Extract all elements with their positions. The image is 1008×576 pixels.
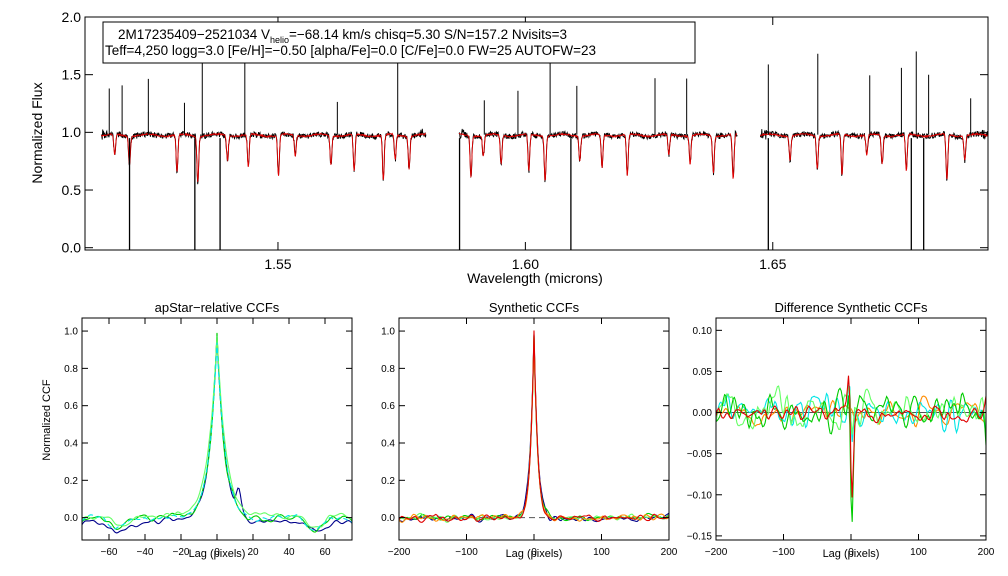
info-box-line2: Teff=4,250 logg=3.0 [Fe/H]=−0.50 [alpha/… bbox=[105, 43, 596, 58]
difference-ccf-title: Difference Synthetic CCFs bbox=[775, 300, 928, 315]
apstar-ccf-ytick-label: 0.6 bbox=[64, 401, 78, 412]
apstar-ccf-ytick-label: 0.0 bbox=[64, 513, 78, 524]
spectrum-frame bbox=[84, 16, 989, 251]
spectrum-ytick-label: 0.0 bbox=[62, 240, 82, 256]
apstar-ccf-series-line bbox=[82, 342, 352, 531]
apstar-ccf-ytick-label: 0.2 bbox=[64, 476, 78, 487]
difference-ccf-xtick-label: 100 bbox=[910, 547, 927, 558]
spectrum-info-box: 2M17235409−2521034 Vhelio=−68.14 km/s ch… bbox=[102, 21, 696, 64]
apstar-ccf-ylabel: Normalized CCF bbox=[41, 379, 53, 461]
difference-ccf-xtick-label: 0 bbox=[848, 547, 854, 558]
synthetic-ccf-ytick-label: 1.0 bbox=[381, 327, 395, 338]
synthetic-ccf-ytick-label: 0.2 bbox=[381, 476, 395, 487]
model-spectrum-line bbox=[458, 132, 738, 181]
difference-ccf-ytick-label: 0.00 bbox=[693, 408, 713, 419]
apstar-ccf-xtick-label: −20 bbox=[173, 547, 190, 558]
apstar-ccf-ytick-label: 0.4 bbox=[64, 438, 78, 449]
apstar-ccf-xtick-label: −60 bbox=[101, 547, 118, 558]
spectrum-ytick-label: 1.5 bbox=[62, 67, 82, 83]
difference-ccf-xlabel: Lag (pixels) bbox=[823, 548, 880, 560]
model-spectrum-line bbox=[759, 132, 988, 180]
apstar-ccf-lines bbox=[82, 332, 352, 534]
difference-ccf-panel: Difference Synthetic CCFs −200 −100 0 100 20… bbox=[687, 300, 995, 560]
difference-ccf-xtick-label: −200 bbox=[705, 547, 728, 558]
info-box-line1: 2M17235409−2521034 Vhelio=−68.14 km/s ch… bbox=[118, 27, 567, 45]
info-box-frame bbox=[102, 21, 696, 64]
difference-ccf-ticks: −200 −100 0 100 200 −0.15 −0.10 −0.05 0.00 0.05 0.… bbox=[687, 318, 995, 558]
synthetic-ccf-frame bbox=[398, 317, 670, 541]
spectrum-xlabel: Wavelength (microns) bbox=[467, 270, 603, 286]
spectrum-ytick-label: 0.5 bbox=[62, 182, 82, 198]
difference-ccf-series-line bbox=[716, 387, 986, 522]
difference-ccf-xtick-label: 200 bbox=[978, 547, 995, 558]
apstar-ccf-panel: apStar−relative CCFs −60 −40 −20 0 20 40 60 0.0… bbox=[41, 300, 353, 560]
difference-ccf-xtick-label: −100 bbox=[772, 547, 795, 558]
apstar-ccf-title: apStar−relative CCFs bbox=[155, 300, 280, 315]
synthetic-ccf-xtick-label: −200 bbox=[388, 547, 411, 558]
apstar-ccf-frame bbox=[81, 317, 353, 541]
synthetic-ccf-xtick-label: −100 bbox=[455, 547, 478, 558]
difference-ccf-ytick-label: −0.15 bbox=[687, 531, 713, 542]
spectrum-ylabel: Normalized Flux bbox=[29, 82, 45, 183]
synthetic-ccf-xtick-label: 200 bbox=[661, 547, 678, 558]
synthetic-ccf-panel: Synthetic CCFs −200 −100 0 100 200 0.0 0.2 0.4 0… bbox=[381, 300, 678, 560]
difference-ccf-frame bbox=[715, 317, 987, 541]
synthetic-ccf-ytick-label: 0.8 bbox=[381, 364, 395, 375]
difference-ccf-ytick-label: 0.05 bbox=[693, 367, 713, 378]
difference-ccf-series-line bbox=[716, 375, 986, 498]
apstar-ccf-xtick-label: 20 bbox=[247, 547, 259, 558]
synthetic-ccf-ytick-label: 0.6 bbox=[381, 401, 395, 412]
apstar-ccf-xtick-label: 40 bbox=[283, 547, 295, 558]
difference-ccf-plot-area bbox=[716, 375, 986, 522]
apstar-ccf-xtick-label: 0 bbox=[214, 547, 220, 558]
spectrum-ytick-label: 1.0 bbox=[62, 124, 82, 140]
difference-ccf-ytick-label: −0.10 bbox=[687, 490, 713, 501]
spectrum-ticks: 1.55 1.60 1.65 0.0 0.5 1.0 1.5 2.0 bbox=[62, 9, 988, 272]
difference-ccf-ytick-label: −0.05 bbox=[687, 449, 713, 460]
spectrum-xtick-label: 1.55 bbox=[264, 256, 291, 272]
synthetic-ccf-title: Synthetic CCFs bbox=[489, 300, 580, 315]
spectrum-xtick-label: 1.60 bbox=[512, 256, 539, 272]
apstar-ccf-xtick-label: −40 bbox=[137, 547, 154, 558]
apstar-ccf-plot-area bbox=[82, 332, 352, 534]
synthetic-ccf-xtick-label: 0 bbox=[531, 547, 537, 558]
model-spectrum-line bbox=[101, 132, 427, 182]
apstar-ccf-ytick-label: 1.0 bbox=[64, 327, 78, 338]
difference-ccf-lines bbox=[716, 375, 986, 522]
apstar-ccf-xtick-label: 60 bbox=[319, 547, 331, 558]
synthetic-ccf-plot-area bbox=[399, 330, 669, 523]
apstar-ccf-ticks: −60 −40 −20 0 20 40 60 0.0 0.2 0.4 0.6 0.8 1.0 bbox=[64, 318, 352, 558]
synthetic-ccf-series-line bbox=[399, 330, 669, 523]
spectrum-ytick-label: 2.0 bbox=[62, 9, 82, 25]
synthetic-ccf-xlabel: Lag (pixels) bbox=[506, 548, 563, 560]
synthetic-ccf-ytick-label: 0.0 bbox=[381, 513, 395, 524]
synthetic-ccf-lines bbox=[399, 330, 669, 523]
synthetic-ccf-xtick-label: 100 bbox=[593, 547, 610, 558]
spectrum-panel: 1.55 1.60 1.65 0.0 0.5 1.0 1.5 2.0 2M17235409−2… bbox=[29, 9, 989, 286]
spectrum-xtick-label: 1.65 bbox=[759, 256, 786, 272]
apstar-ccf-xlabel: Lag (pixels) bbox=[189, 548, 246, 560]
apstar-ccf-ytick-label: 0.8 bbox=[64, 364, 78, 375]
synthetic-ccf-ytick-label: 0.4 bbox=[381, 438, 395, 449]
difference-ccf-ytick-label: 0.10 bbox=[693, 326, 713, 337]
apstar-ccf-series-line bbox=[82, 335, 352, 528]
